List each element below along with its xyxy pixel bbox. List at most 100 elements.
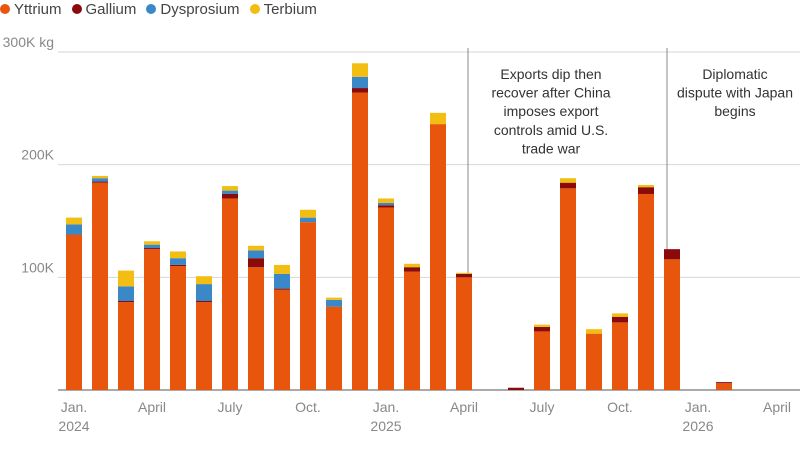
x-tick-year: 2025 (370, 418, 401, 434)
bar-segment-gallium (118, 300, 134, 303)
bar-segment-yttrium (378, 207, 394, 390)
bar-segment-terbium (274, 264, 290, 274)
bar-segment-yttrium (430, 124, 446, 391)
bar-segment-gallium (404, 267, 420, 272)
bar-segment-yttrium (664, 259, 680, 390)
bar-segment-terbium (430, 112, 446, 125)
bar-segment-terbium (248, 245, 264, 251)
x-tick-label: Oct. (607, 399, 633, 415)
legend-item-yttrium: Yttrium (0, 1, 62, 18)
legend-item-terbium: Terbium (249, 0, 317, 18)
bar-segment-dysprosium (92, 178, 108, 182)
bar-segment-gallium (456, 273, 472, 278)
bar-segment-terbium (612, 313, 628, 317)
bar-segment-gallium (664, 249, 680, 260)
bar-segment-yttrium (196, 302, 212, 390)
annotation-text: imposes export (504, 103, 599, 119)
x-tick-label: April (138, 399, 166, 415)
bar-segment-gallium (638, 187, 654, 194)
legend-label-yttrium: Yttrium (14, 0, 62, 18)
bar-segment-terbium (300, 209, 316, 218)
annotation-text: controls amid U.S. (494, 122, 608, 138)
x-tick-year: 2024 (58, 418, 89, 434)
x-tick-label: Jan. (61, 399, 87, 415)
annotation-text: recover after China (491, 85, 610, 101)
bar-segment-terbium (378, 198, 394, 203)
bar-segment-dysprosium (222, 190, 238, 194)
bar-segment-terbium (118, 270, 134, 287)
legend-label-dysprosium: Dysprosium (160, 0, 240, 18)
bar-segment-yttrium (274, 289, 290, 390)
x-tick-label: Jan. (685, 399, 711, 415)
legend-swatch-dysprosium (146, 4, 157, 14)
bar-segment-terbium (144, 241, 160, 245)
bar-segment-terbium (404, 263, 420, 268)
bar-segment-gallium (92, 181, 108, 183)
bar-segment-gallium (196, 300, 212, 303)
bar-segment-gallium (378, 205, 394, 208)
bar-segment-dysprosium (378, 202, 394, 206)
bar-segment-gallium (248, 258, 264, 268)
x-tick-label: July (530, 399, 555, 415)
annotation-text: begins (714, 103, 755, 119)
y-tick-label: 200K (21, 147, 54, 163)
bar-segment-yttrium (456, 277, 472, 390)
bar-segment-terbium (586, 329, 602, 334)
bar-segment-yttrium (92, 182, 108, 390)
annotation-text: Exports dip then (500, 66, 601, 82)
bar-segment-yttrium (118, 302, 134, 390)
legend: Yttrium Gallium Dysprosium Terbium (0, 0, 317, 18)
bar-segment-yttrium (560, 188, 576, 390)
bar-segment-dysprosium (144, 244, 160, 249)
bar-segment-yttrium (534, 331, 550, 390)
x-tick-label: April (763, 399, 791, 415)
bar-segment-yttrium (222, 198, 238, 390)
legend-swatch-gallium (71, 4, 82, 14)
legend-label-gallium: Gallium (85, 0, 137, 18)
bar-segment-gallium (352, 88, 368, 93)
bar-segment-dysprosium (118, 286, 134, 301)
bar-segment-yttrium (300, 222, 316, 390)
bar-segment-yttrium (716, 383, 732, 390)
x-tick-label: Jan. (373, 399, 399, 415)
bar-segment-gallium (716, 382, 732, 384)
bar-segment-dysprosium (196, 284, 212, 301)
bar-segment-yttrium (586, 333, 602, 390)
bar-segment-dysprosium (352, 76, 368, 89)
annotation-text: dispute with Japan (677, 85, 793, 101)
bar-segment-gallium (534, 326, 550, 332)
bar-segment-yttrium (638, 193, 654, 390)
bar-segment-yttrium (144, 249, 160, 390)
x-tick-label: July (218, 399, 243, 415)
bar-segment-gallium (508, 387, 524, 390)
bar-segment-gallium (144, 248, 160, 250)
bar-segment-dysprosium (326, 299, 342, 307)
bar-segment-yttrium (326, 306, 342, 390)
bar-segment-terbium (534, 324, 550, 327)
bar-segment-terbium (196, 276, 212, 285)
bar-segment-dysprosium (66, 224, 82, 235)
bar-segment-terbium (222, 186, 238, 191)
bar-segment-dysprosium (300, 217, 316, 223)
x-tick-year: 2026 (682, 418, 713, 434)
bar-segment-yttrium (404, 271, 420, 390)
legend-swatch-terbium (249, 4, 260, 14)
legend-item-gallium: Gallium (71, 0, 137, 18)
bar-segment-yttrium (66, 234, 82, 390)
bar-segment-gallium (222, 193, 238, 199)
bar-segment-gallium (170, 264, 186, 267)
bar-segment-terbium (560, 178, 576, 183)
x-tick-label: Oct. (295, 399, 321, 415)
bar-segment-terbium (170, 251, 186, 259)
y-tick-label: 100K (21, 259, 54, 275)
bar-segment-terbium (92, 175, 108, 179)
bar-segment-yttrium (612, 322, 628, 390)
bar-segment-terbium (326, 297, 342, 300)
bar-segment-terbium (638, 184, 654, 188)
bar-segment-terbium (456, 272, 472, 274)
legend-label-terbium: Terbium (263, 0, 317, 18)
legend-item-dysprosium: Dysprosium (146, 0, 240, 18)
bar-segment-terbium (352, 63, 368, 77)
bar-segment-dysprosium (248, 250, 264, 259)
